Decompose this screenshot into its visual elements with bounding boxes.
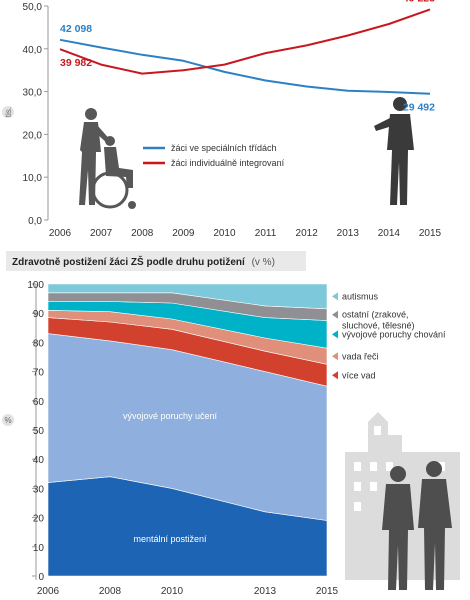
x-tick-label: 2006: [37, 586, 60, 597]
area-label: mentální postižení: [133, 534, 207, 544]
x-tick-label: 2012: [296, 228, 319, 239]
x-tick-label: 2006: [49, 228, 72, 239]
x-tick-label: 2011: [255, 228, 277, 239]
line-series: [59, 8, 431, 95]
chart-title-unit: (v %): [252, 257, 275, 268]
legend-item-vice-vad: více vad: [332, 370, 376, 380]
legend-label-special-classes: žáci ve speciálních třídách: [171, 143, 277, 153]
legend-label: vývojové poruchy chování: [342, 329, 446, 339]
x-tick-label: 2014: [378, 228, 401, 239]
area-chart-header: Zdravotně postižení žáci ZŠ podle druhu …: [6, 251, 306, 271]
x-tick-label: 2015: [316, 586, 339, 597]
y-axis-ticks: 0,0 10,0 20,0 30,0 40,0 50,0: [23, 2, 48, 227]
series-line-zaci-individualne-integrovani: [59, 8, 431, 75]
legend-label: více vad: [342, 370, 376, 380]
data-label: 39 982: [60, 57, 92, 69]
legend-marker: [332, 330, 338, 339]
series-line-zaci-ve-specialnich-tridach: [59, 38, 431, 95]
title-background: [6, 251, 306, 271]
x-axis-ticks: 2006 2008 2010 2013 2015: [37, 586, 339, 597]
y-axis-unit: tis.: [2, 106, 14, 118]
area-autismus: [47, 283, 328, 310]
x-tick-label: 2010: [161, 586, 184, 597]
legend-marker: [332, 310, 338, 319]
y-tick-label: 10: [33, 543, 45, 554]
data-label: 49 225: [403, 0, 435, 4]
y-tick-label: 30: [33, 484, 45, 495]
y-tick-label: 60: [33, 397, 45, 408]
area-legend: autismus ostatní (zrakové,sluchové, těles…: [332, 291, 446, 380]
y-unit-label: tis.: [4, 107, 13, 117]
students-silhouette: [382, 461, 452, 590]
legend-item-vyvojove-poruchy-chovani: vývojové poruchy chování: [332, 329, 446, 339]
y-tick-label: 70: [33, 368, 45, 379]
legend-label: ostatní (zrakové,: [342, 310, 409, 320]
y-tick-label: 80: [33, 338, 45, 349]
legend-item-autismus: autismus: [332, 291, 379, 301]
y-tick-label: 100: [27, 280, 44, 291]
x-axis-ticks: 2006 2007 2008 2009 2010 2011 2012 2013 2014 2015: [49, 228, 442, 239]
y-axis-unit: %: [2, 414, 14, 426]
legend-marker: [332, 371, 338, 380]
area-labels: vývojové poruchy učení mentální postižení: [123, 411, 218, 544]
legend-item-vada-reci: vada řeči: [332, 351, 379, 361]
wheelchair-illustration: [79, 108, 136, 209]
line-chart: 0,0 10,0 20,0 30,0 40,0 50,0 2006 2007 2008 2009…: [2, 0, 442, 239]
y-tick-label: 0: [38, 572, 44, 583]
legend-label: vada řeči: [342, 351, 379, 361]
legend-label: autismus: [342, 291, 379, 301]
line-legend: žáci ve speciálních třídách žáci individ…: [143, 143, 285, 168]
x-tick-label: 2008: [131, 228, 154, 239]
y-tick-label: 40: [33, 455, 45, 466]
x-tick-label: 2009: [172, 228, 195, 239]
legend-item-ostatni-zrakove-sluchove-telesne: ostatní (zrakové,sluchové, tělesné): [332, 310, 415, 331]
chart-title: Zdravotně postižení žáci ZŠ podle druhu …: [12, 255, 275, 268]
y-tick-label: 90: [33, 309, 45, 320]
y-tick-label: 0,0: [28, 216, 42, 227]
area-label: vývojové poruchy učení: [123, 411, 218, 421]
y-tick-label: 40,0: [23, 45, 43, 56]
x-tick-label: 2007: [90, 228, 113, 239]
y-axis-ticks: 0 10 20 30 40 50 60 70 80 90 100: [27, 280, 44, 583]
y-tick-label: 20: [33, 514, 45, 525]
y-tick-label: 50: [33, 426, 45, 437]
y-tick-label: 20,0: [23, 130, 43, 141]
legend-label: sluchové, tělesné): [342, 321, 415, 331]
data-labels: 42 098 39 982 49 225 29 492: [60, 0, 435, 114]
x-tick-label: 2013: [254, 586, 277, 597]
legend-label-integrated: žáci individuálně integrovaní: [171, 158, 285, 168]
y-unit-label: %: [4, 416, 11, 425]
school-illustration: [345, 412, 460, 590]
y-tick-label: 50,0: [23, 2, 43, 13]
presenter-illustration: [374, 97, 414, 205]
x-tick-label: 2013: [337, 228, 360, 239]
stacked-areas: [47, 283, 328, 577]
y-tick-label: 10,0: [23, 173, 43, 184]
x-tick-label: 2015: [419, 228, 442, 239]
x-tick-label: 2010: [213, 228, 236, 239]
legend-marker: [332, 352, 338, 361]
x-tick-label: 2008: [99, 586, 122, 597]
chart-title-text: Zdravotně postižení žáci ZŠ podle druhu …: [12, 255, 246, 268]
data-label: 42 098: [60, 23, 92, 35]
y-tick-label: 30,0: [23, 88, 43, 99]
data-label: 29 492: [403, 102, 435, 114]
legend-marker: [332, 292, 338, 301]
